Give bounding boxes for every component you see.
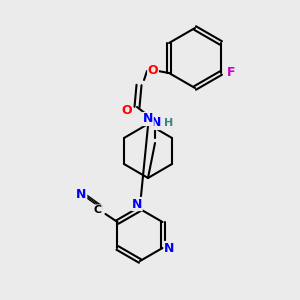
Text: O: O <box>122 104 132 118</box>
Text: O: O <box>148 64 158 77</box>
Text: H: H <box>164 118 174 128</box>
Text: N: N <box>132 197 142 211</box>
Text: N: N <box>151 116 161 130</box>
Text: F: F <box>227 67 235 80</box>
Text: N: N <box>76 188 87 200</box>
Text: C: C <box>93 205 101 215</box>
Text: N: N <box>164 242 175 254</box>
Text: N: N <box>143 112 153 125</box>
